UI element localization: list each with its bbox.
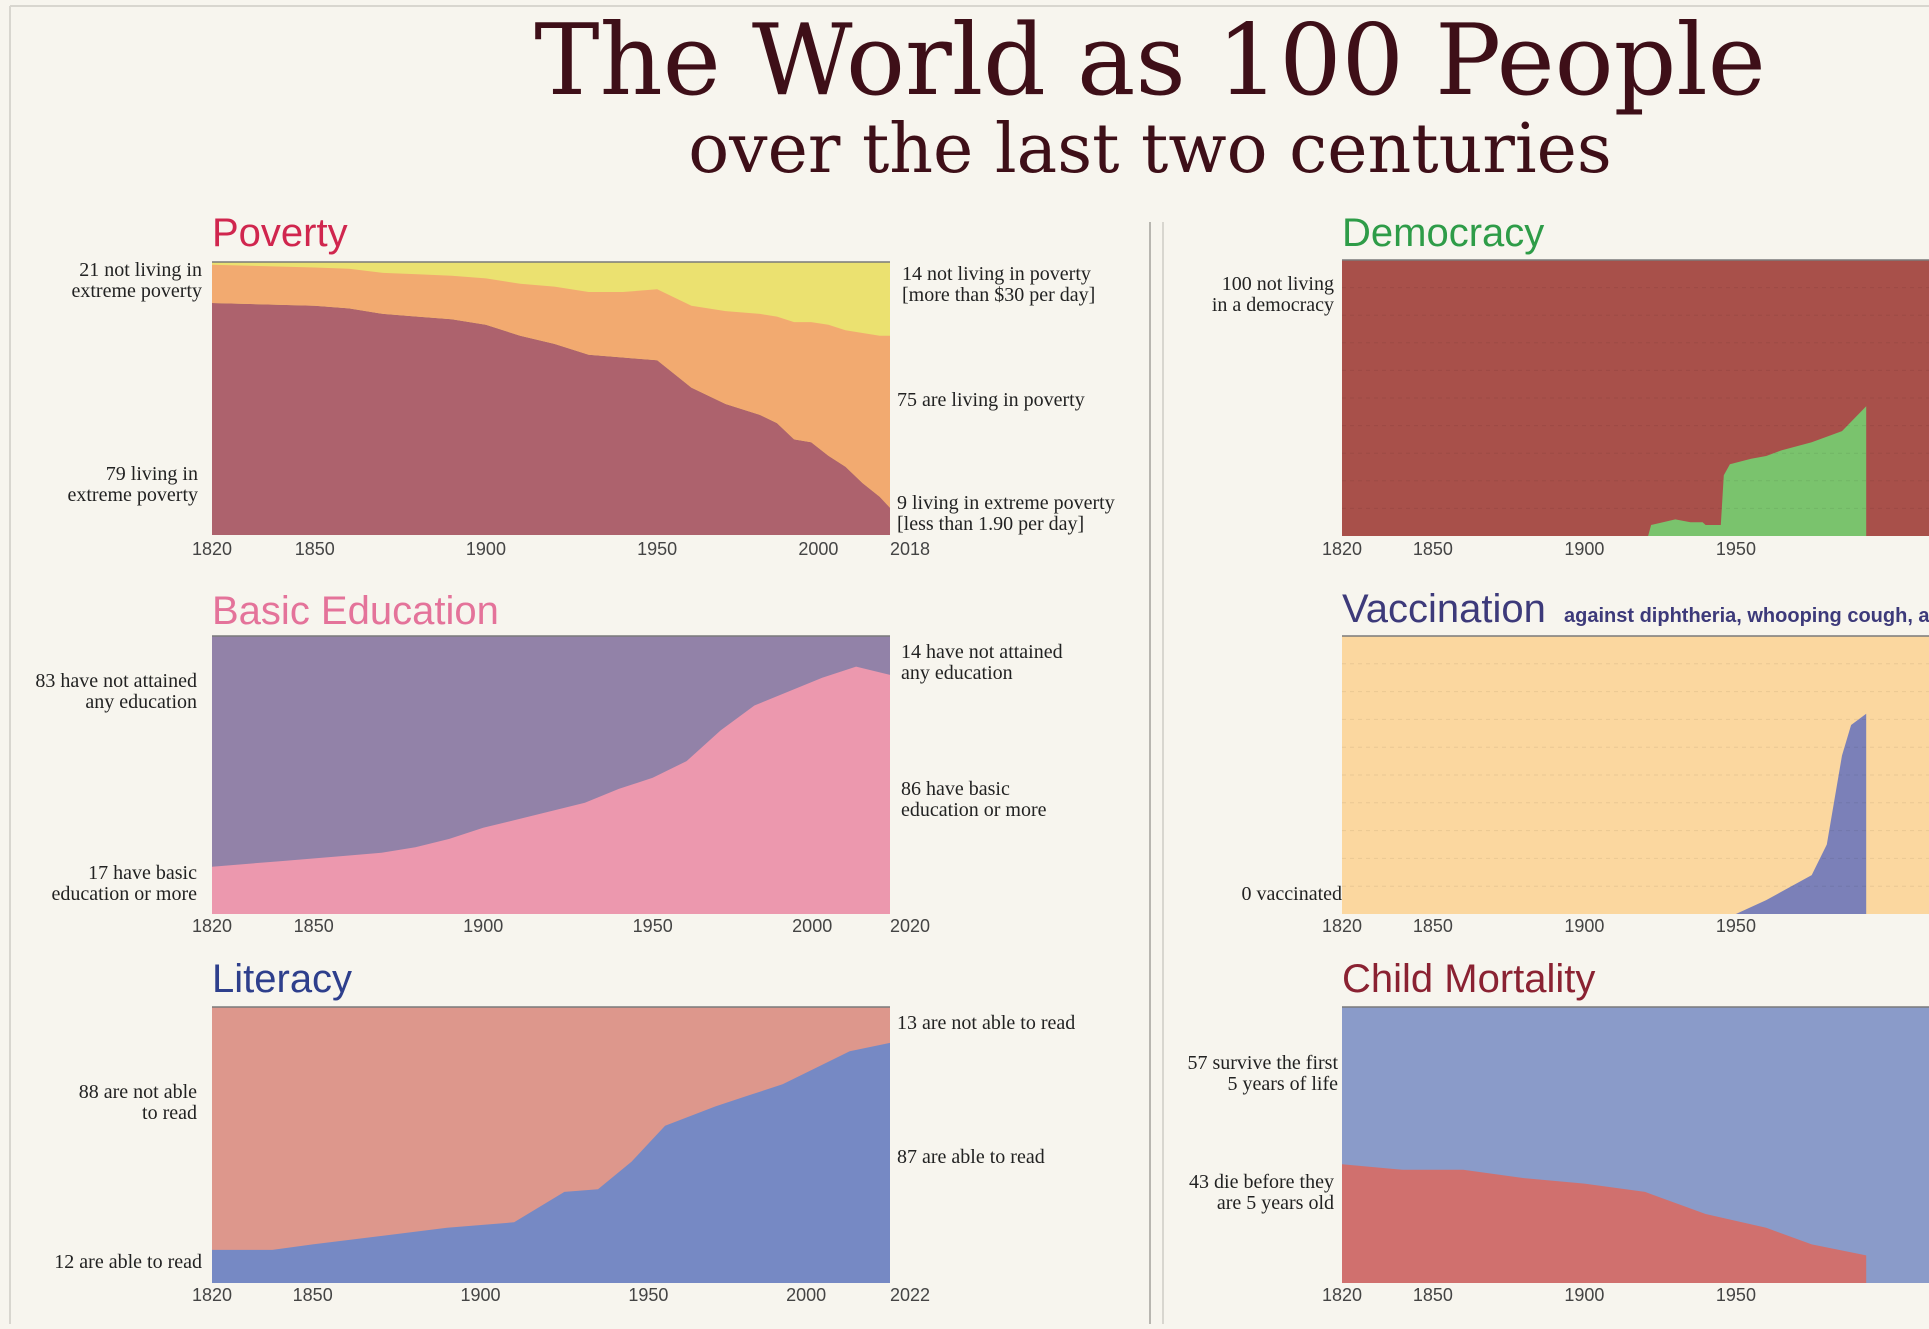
annotation-line: [more than $30 per day] xyxy=(902,284,1095,306)
tick-label: 1820 xyxy=(192,1285,232,1305)
plot-area xyxy=(212,636,890,914)
chart-title: Poverty xyxy=(212,211,348,255)
annotation-line: [less than 1.90 per day] xyxy=(897,513,1084,535)
chart-title: Literacy xyxy=(212,957,352,1001)
annotation-line: 9 living in extreme poverty xyxy=(897,492,1115,514)
tick-label: 1950 xyxy=(637,539,677,559)
annotation-right-top: 14 not living in poverty[more than $30 p… xyxy=(902,263,1095,306)
tick-label: 2000 xyxy=(798,539,838,559)
page-title: The World as 100 People xyxy=(534,4,1765,118)
tick-label: 1820 xyxy=(1322,916,1362,936)
annotation-line: any education xyxy=(901,662,1013,684)
tick-label: 1850 xyxy=(295,539,335,559)
tick-label: 2018 xyxy=(890,539,930,559)
tick-label: 1950 xyxy=(1716,539,1756,559)
annotation-line: 14 have not attained xyxy=(901,641,1063,663)
tick-label: 1950 xyxy=(633,916,673,936)
plot-area xyxy=(1342,636,1929,914)
annotation-line: 5 years of life xyxy=(1227,1073,1338,1095)
annotation-right-top: 13 are not able to read xyxy=(897,1012,1075,1034)
annotation-line: extreme poverty xyxy=(68,484,199,506)
chart-title: Child Mortality xyxy=(1342,957,1595,1001)
tick-label: 1820 xyxy=(1322,539,1362,559)
annotation-line: in a democracy xyxy=(1212,294,1334,316)
tick-label: 1850 xyxy=(1413,1285,1453,1305)
annotation-right-middle: 75 are living in poverty xyxy=(897,389,1085,411)
annotation-right-bottom: 9 living in extreme poverty[less than 1.… xyxy=(897,492,1115,535)
plot-area xyxy=(1342,260,1929,536)
annotation-line: 12 are able to read xyxy=(54,1251,202,1273)
annotation-line: 57 survive the first xyxy=(1187,1052,1338,1074)
plot-area xyxy=(212,1007,890,1283)
tick-label: 2020 xyxy=(890,916,930,936)
tick-label: 1900 xyxy=(460,1285,500,1305)
tick-label: 1950 xyxy=(628,1285,668,1305)
chart-title: Democracy xyxy=(1342,211,1544,255)
annotation-line: are 5 years old xyxy=(1217,1192,1334,1214)
annotation-line: 88 are not able xyxy=(79,1081,197,1103)
plot-area xyxy=(212,262,890,535)
page-subtitle: over the last two centuries xyxy=(688,110,1612,189)
tick-label: 1950 xyxy=(1716,916,1756,936)
annotation-line: 86 have basic xyxy=(901,778,1010,800)
tick-label: 2000 xyxy=(786,1285,826,1305)
annotation-line: 14 not living in poverty xyxy=(902,263,1091,285)
annotation-left-bottom: 12 are able to read xyxy=(54,1251,202,1273)
tick-label: 1900 xyxy=(1564,916,1604,936)
tick-label: 1820 xyxy=(1322,1285,1362,1305)
tick-label: 1900 xyxy=(1564,1285,1604,1305)
tick-label: 2000 xyxy=(792,916,832,936)
tick-label: 1900 xyxy=(466,539,506,559)
tick-label: 1850 xyxy=(1413,539,1453,559)
annotation-right-bottom: 87 are able to read xyxy=(897,1146,1045,1168)
plot-area xyxy=(1342,1007,1929,1283)
tick-label: 1850 xyxy=(294,916,334,936)
annotation-line: 75 are living in poverty xyxy=(897,389,1085,411)
annotation-line: 87 are able to read xyxy=(897,1146,1045,1168)
tick-label: 1900 xyxy=(463,916,503,936)
tick-label: 1820 xyxy=(192,916,232,936)
annotation-line: to read xyxy=(142,1102,197,1124)
tick-label: 1850 xyxy=(293,1285,333,1305)
chart-title: Vaccination xyxy=(1342,587,1546,631)
annotation-line: education or more xyxy=(901,799,1047,821)
annotation-line: 17 have basic xyxy=(88,862,197,884)
chart-4: Vaccination against diphtheria, whooping … xyxy=(1242,587,1929,936)
annotation-line: any education xyxy=(85,691,197,713)
annotation-line: education or more xyxy=(52,883,198,905)
annotation-line: 13 are not able to read xyxy=(897,1012,1075,1034)
annotation-line: 79 living in xyxy=(106,463,198,485)
annotation-line: 21 not living in xyxy=(79,259,202,281)
tick-label: 1820 xyxy=(192,539,232,559)
annotation-line: 0 vaccinated xyxy=(1242,883,1343,905)
tick-label: 1850 xyxy=(1413,916,1453,936)
annotation-line: extreme poverty xyxy=(72,280,203,302)
tick-label: 1950 xyxy=(1716,1285,1756,1305)
annotation-line: 100 not living xyxy=(1222,273,1334,295)
chart-subtitle: against diphtheria, whooping cough, an xyxy=(1564,605,1929,627)
annotation-left-bottom: 0 vaccinated xyxy=(1242,883,1343,905)
annotation-line: 83 have not attained xyxy=(35,670,197,692)
chart-title: Basic Education xyxy=(212,589,499,633)
annotation-line: 43 die before they xyxy=(1189,1171,1334,1193)
tick-label: 1900 xyxy=(1564,539,1604,559)
tick-label: 2022 xyxy=(890,1285,930,1305)
